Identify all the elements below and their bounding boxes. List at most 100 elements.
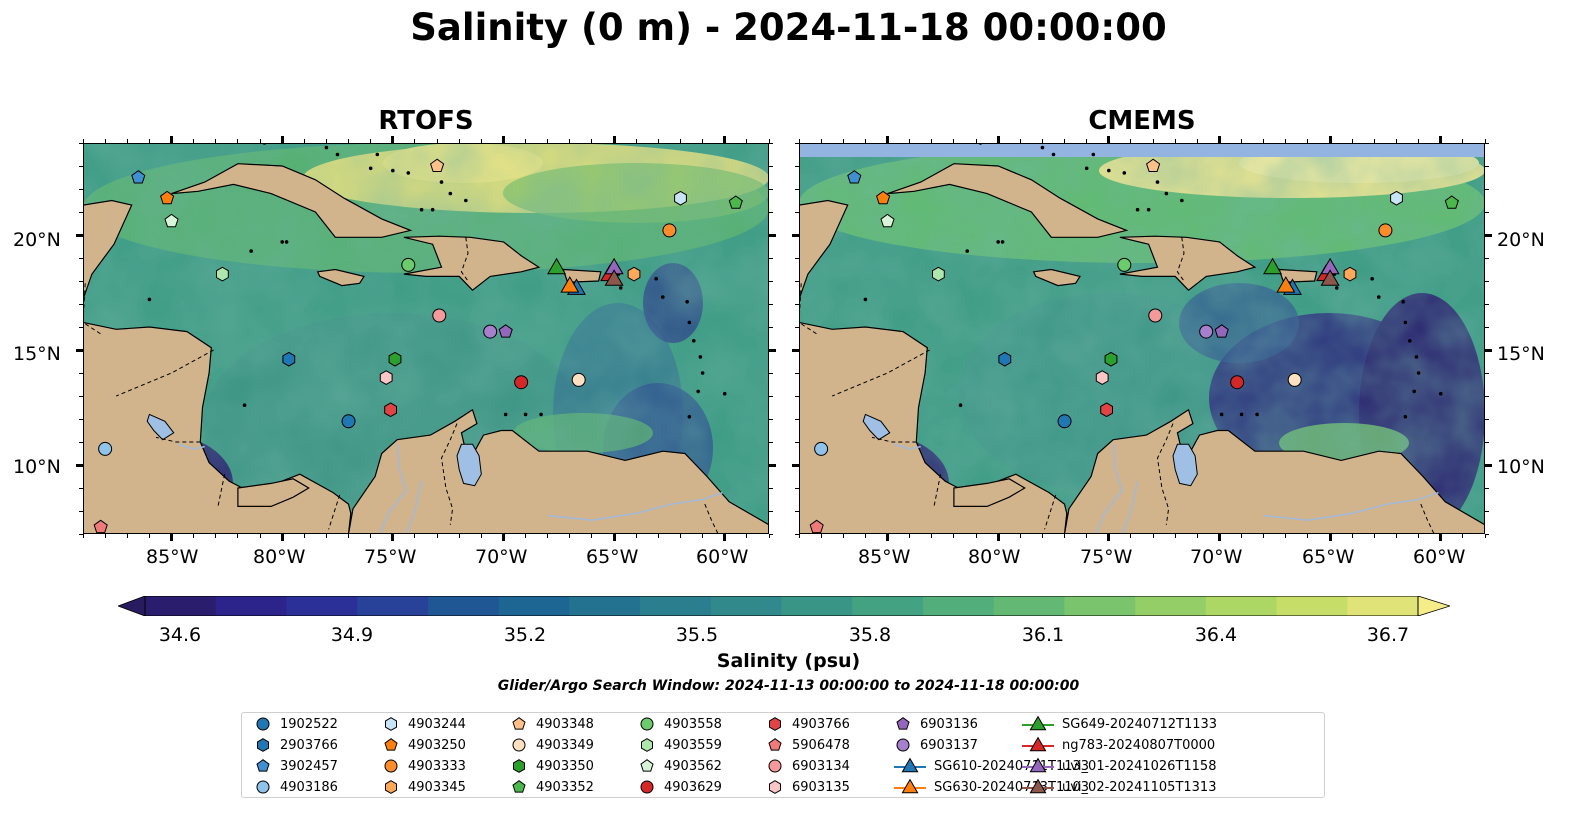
argo-float-2903766 [998,351,1012,367]
legend-symbol [385,780,397,794]
axis-tick [1041,534,1043,538]
islet [430,207,435,212]
axis-tick [769,165,773,167]
islet [1414,355,1419,359]
axis-tick [1174,534,1176,538]
land-puerto-rico [562,268,602,283]
legend-marker-triangle [894,778,926,794]
islet [1403,320,1408,325]
legend-label: 4903348 [536,716,594,732]
lat-label-right: 15°N [1497,343,1545,365]
legend-marker-pentagon [512,780,526,793]
argo-float-4903562 [880,213,895,228]
axis-tick [953,534,955,538]
legend-label: 1902522 [280,716,338,732]
axis-tick [635,534,637,538]
islet [368,166,373,171]
legend-entry: 3902457 [254,756,338,776]
legend-marker-hexagon [641,738,653,752]
land-hispaniola [1119,235,1257,292]
legend-marker-triangle [894,757,926,773]
axis-tick [1485,303,1489,305]
axis-tick [1418,534,1420,538]
axis-tick [909,139,911,143]
cmems-salinity-map [799,143,1485,534]
argo-float-6903135 [379,370,393,385]
legend-symbol [257,738,269,752]
legend-symbol [640,759,654,772]
axis-tick [795,280,799,282]
axis-tick [820,534,822,538]
islet [375,152,380,157]
country-border [328,494,341,530]
legend-marker-circle [512,738,526,752]
axis-tick [1485,533,1489,535]
axis-tick [1107,534,1111,541]
argo-float-5906478 [93,519,108,534]
axis-tick [769,257,773,259]
figure-title: Salinity (0 m) - 2024-11-18 00:00:00 [410,6,1167,49]
land-south-america [1063,408,1485,534]
colorbar-tick-label: 34.6 [158,624,202,646]
legend-entry: 4903349 [510,735,594,755]
legend-label: 5906478 [792,737,850,753]
axis-tick [795,533,799,535]
legend-entry: 6903134 [766,756,850,776]
axis-tick [215,534,217,538]
legend-entry: 4903559 [638,735,722,755]
islet [696,389,700,394]
axis-tick [1328,534,1332,541]
axis-tick [795,165,799,167]
colorbar-bin [852,596,924,616]
axis-tick [612,136,616,143]
colorbar-tick-label: 36.7 [1366,624,1410,646]
colorbar-tick-label: 36.4 [1194,624,1238,646]
country-border [155,436,201,443]
legend-marker-pentagon [768,738,782,751]
axis-tick [746,534,748,538]
river [547,491,723,522]
legend-symbol [256,717,270,731]
axis-tick [1395,139,1397,143]
legend-entry: SG630-20240713T1103 [894,777,1089,797]
axis-tick [657,139,659,143]
axis-tick [792,463,799,467]
axis-tick [702,139,704,143]
legend-label: uvi_02-20241105T1313 [1062,779,1217,795]
legend-entry: 4903350 [510,756,594,776]
legend-symbol [641,738,653,752]
islet [1370,276,1374,281]
legend-entry: 6903136 [894,714,978,734]
colorbar-bin [1205,596,1278,616]
axis-tick [525,534,527,538]
legend-label: 4903350 [536,758,594,774]
legend-entry: 4903348 [510,714,594,734]
axis-tick [569,139,571,143]
colorbar-bin [357,596,429,616]
axis-tick [931,139,933,143]
colorbar-bin [1135,596,1207,616]
axis-tick [79,142,83,144]
islet [1084,166,1089,171]
islet [958,403,963,408]
platform-legend: 1902522 2903766 3902457 4903186 4903244 49032… [241,712,1325,798]
axis-tick [325,534,327,538]
axis-tick [769,211,773,213]
legend-symbol [256,780,270,794]
axis-tick [953,139,955,143]
axis-tick [303,139,305,143]
axis-tick [79,487,83,489]
legend-entry: 2903766 [254,735,338,755]
argo-float-4903350 [388,351,402,367]
axis-tick [1485,165,1489,167]
axis-tick [1439,136,1443,143]
land-hispaniola [403,235,541,292]
colorbar-tick-label: 35.8 [848,624,892,646]
islet [324,145,329,150]
axis-tick [1351,139,1353,143]
legend-entry: 4903562 [638,756,722,776]
axis-tick [82,534,84,538]
axis-tick [996,534,1000,541]
axis-tick [792,233,799,237]
land-panama-north [953,478,1026,507]
